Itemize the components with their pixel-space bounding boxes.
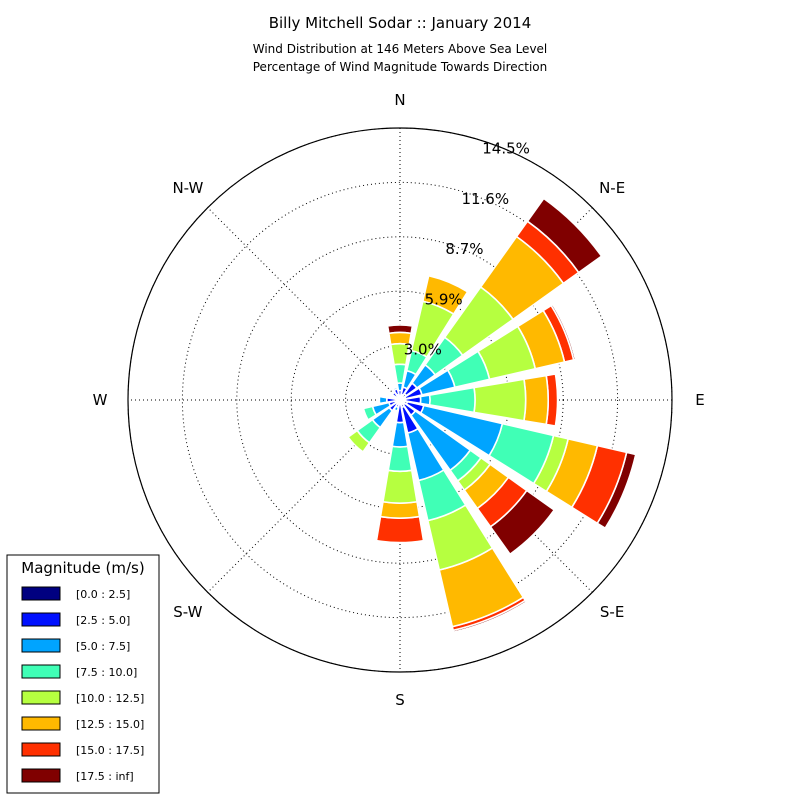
legend-label-5: [10.0 : 12.5] <box>76 692 144 705</box>
legend-label-4: [7.5 : 10.0] <box>76 666 137 679</box>
legend-label-6: [12.5 : 15.0] <box>76 718 144 731</box>
bar-nnw-bin-1 <box>395 393 401 401</box>
direction-label-e: E <box>695 391 704 409</box>
chart-subtitle-line-2: Percentage of Wind Magnitude Towards Dir… <box>253 60 547 74</box>
legend-label-3: [5.0 : 7.5] <box>76 640 130 653</box>
direction-label-s-e: S-E <box>600 603 624 621</box>
legend-swatch-6 <box>21 716 61 731</box>
legend-swatch-4 <box>21 664 61 679</box>
bar-e-bin-5 <box>473 378 527 422</box>
direction-label-n: N <box>394 91 405 109</box>
outer-circle <box>127 127 673 673</box>
axis-labels: N N-E E S-E S S-W W N-W 3.0% 5.9% 8.7% 11.6% 14.5% <box>93 91 705 709</box>
ring-label-2: 5.9% <box>425 290 463 308</box>
legend-label-1: [0.0 : 2.5] <box>76 588 130 601</box>
legend-label-7: [15.0 : 17.5] <box>76 744 144 757</box>
direction-label-w: W <box>93 391 108 409</box>
direction-label-n-e: N-E <box>599 179 625 197</box>
ring-label-5: 14.5% <box>482 140 530 158</box>
legend-swatch-5 <box>21 690 61 705</box>
legend: Magnitude (m/s) [0.0 : 2.5] [2.5 : 5.0] [5… <box>6 554 160 794</box>
direction-label-s: S <box>395 691 405 709</box>
grid-ring-4 <box>181 181 619 619</box>
bar-e-bin-3 <box>419 394 431 406</box>
bar-s-bin-7 <box>375 515 425 544</box>
ring-label-4: 11.6% <box>461 190 509 208</box>
direction-label-s-w: S-W <box>173 603 202 621</box>
bar-w-bin-3 <box>378 395 388 405</box>
chart-title: Billy Mitchell Sodar :: January 2014 <box>269 14 532 32</box>
legend-label-2: [2.5 : 5.0] <box>76 614 130 627</box>
ring-label-1: 3.0% <box>404 341 442 359</box>
bar-e-bin-6 <box>523 374 549 426</box>
wind-bars <box>346 197 637 634</box>
chart-subtitle-line-1: Wind Distribution at 146 Meters Above Se… <box>253 42 548 56</box>
legend-label-8: [17.5 : inf] <box>76 770 134 783</box>
bar-s-bin-6 <box>379 500 421 519</box>
legend-swatch-7 <box>21 742 61 757</box>
legend-swatch-2 <box>21 612 61 627</box>
legend-title: Magnitude (m/s) <box>21 559 144 577</box>
direction-label-n-w: N-W <box>172 179 203 197</box>
grid-ring-2 <box>290 290 510 510</box>
legend-swatch-8 <box>21 768 61 783</box>
bar-s-bin-5 <box>382 469 418 504</box>
ring-label-3: 8.7% <box>445 240 483 258</box>
bar-s-bin-4 <box>387 445 413 473</box>
legend-swatch-1 <box>21 586 61 601</box>
legend-swatch-3 <box>21 638 61 653</box>
